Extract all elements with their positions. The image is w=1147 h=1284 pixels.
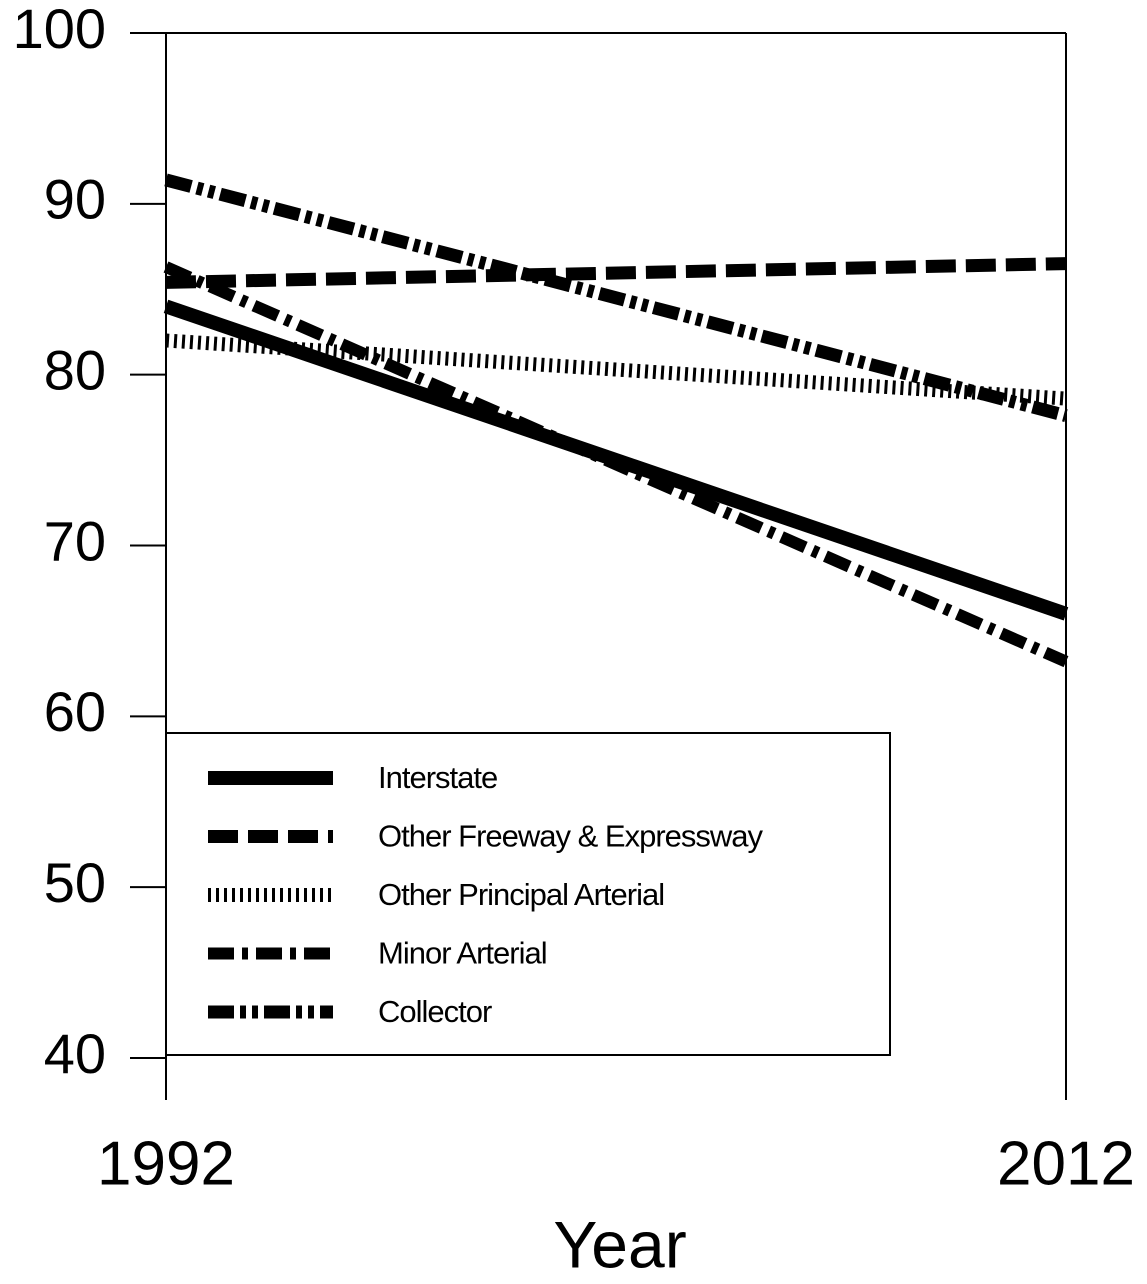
series-line (164, 173, 1068, 422)
x-tick-label: 2012 (997, 1129, 1135, 1198)
legend-label: Interstate (378, 760, 497, 795)
y-tick-label: 40 (44, 1022, 106, 1085)
y-tick-label: 80 (44, 338, 106, 401)
y-tick-label: 70 (44, 509, 106, 572)
x-tick-label: 1992 (97, 1129, 235, 1198)
series-line (165, 333, 1067, 406)
legend-label: Other Freeway & Expressway (378, 819, 764, 854)
series-line (165, 257, 1067, 289)
legend-label: Other Principal Arterial (378, 877, 664, 912)
legend-box (165, 732, 891, 1056)
x-axis-label: Year (553, 1207, 686, 1281)
y-tick-label: 90 (44, 168, 106, 231)
y-tick-label: 50 (44, 851, 106, 914)
legend-label: Minor Arterial (378, 936, 547, 971)
series-line (163, 261, 1069, 668)
y-tick-label: 100 (13, 0, 106, 60)
legend-label: Collector (378, 994, 492, 1029)
y-tick-label: 60 (44, 680, 106, 743)
